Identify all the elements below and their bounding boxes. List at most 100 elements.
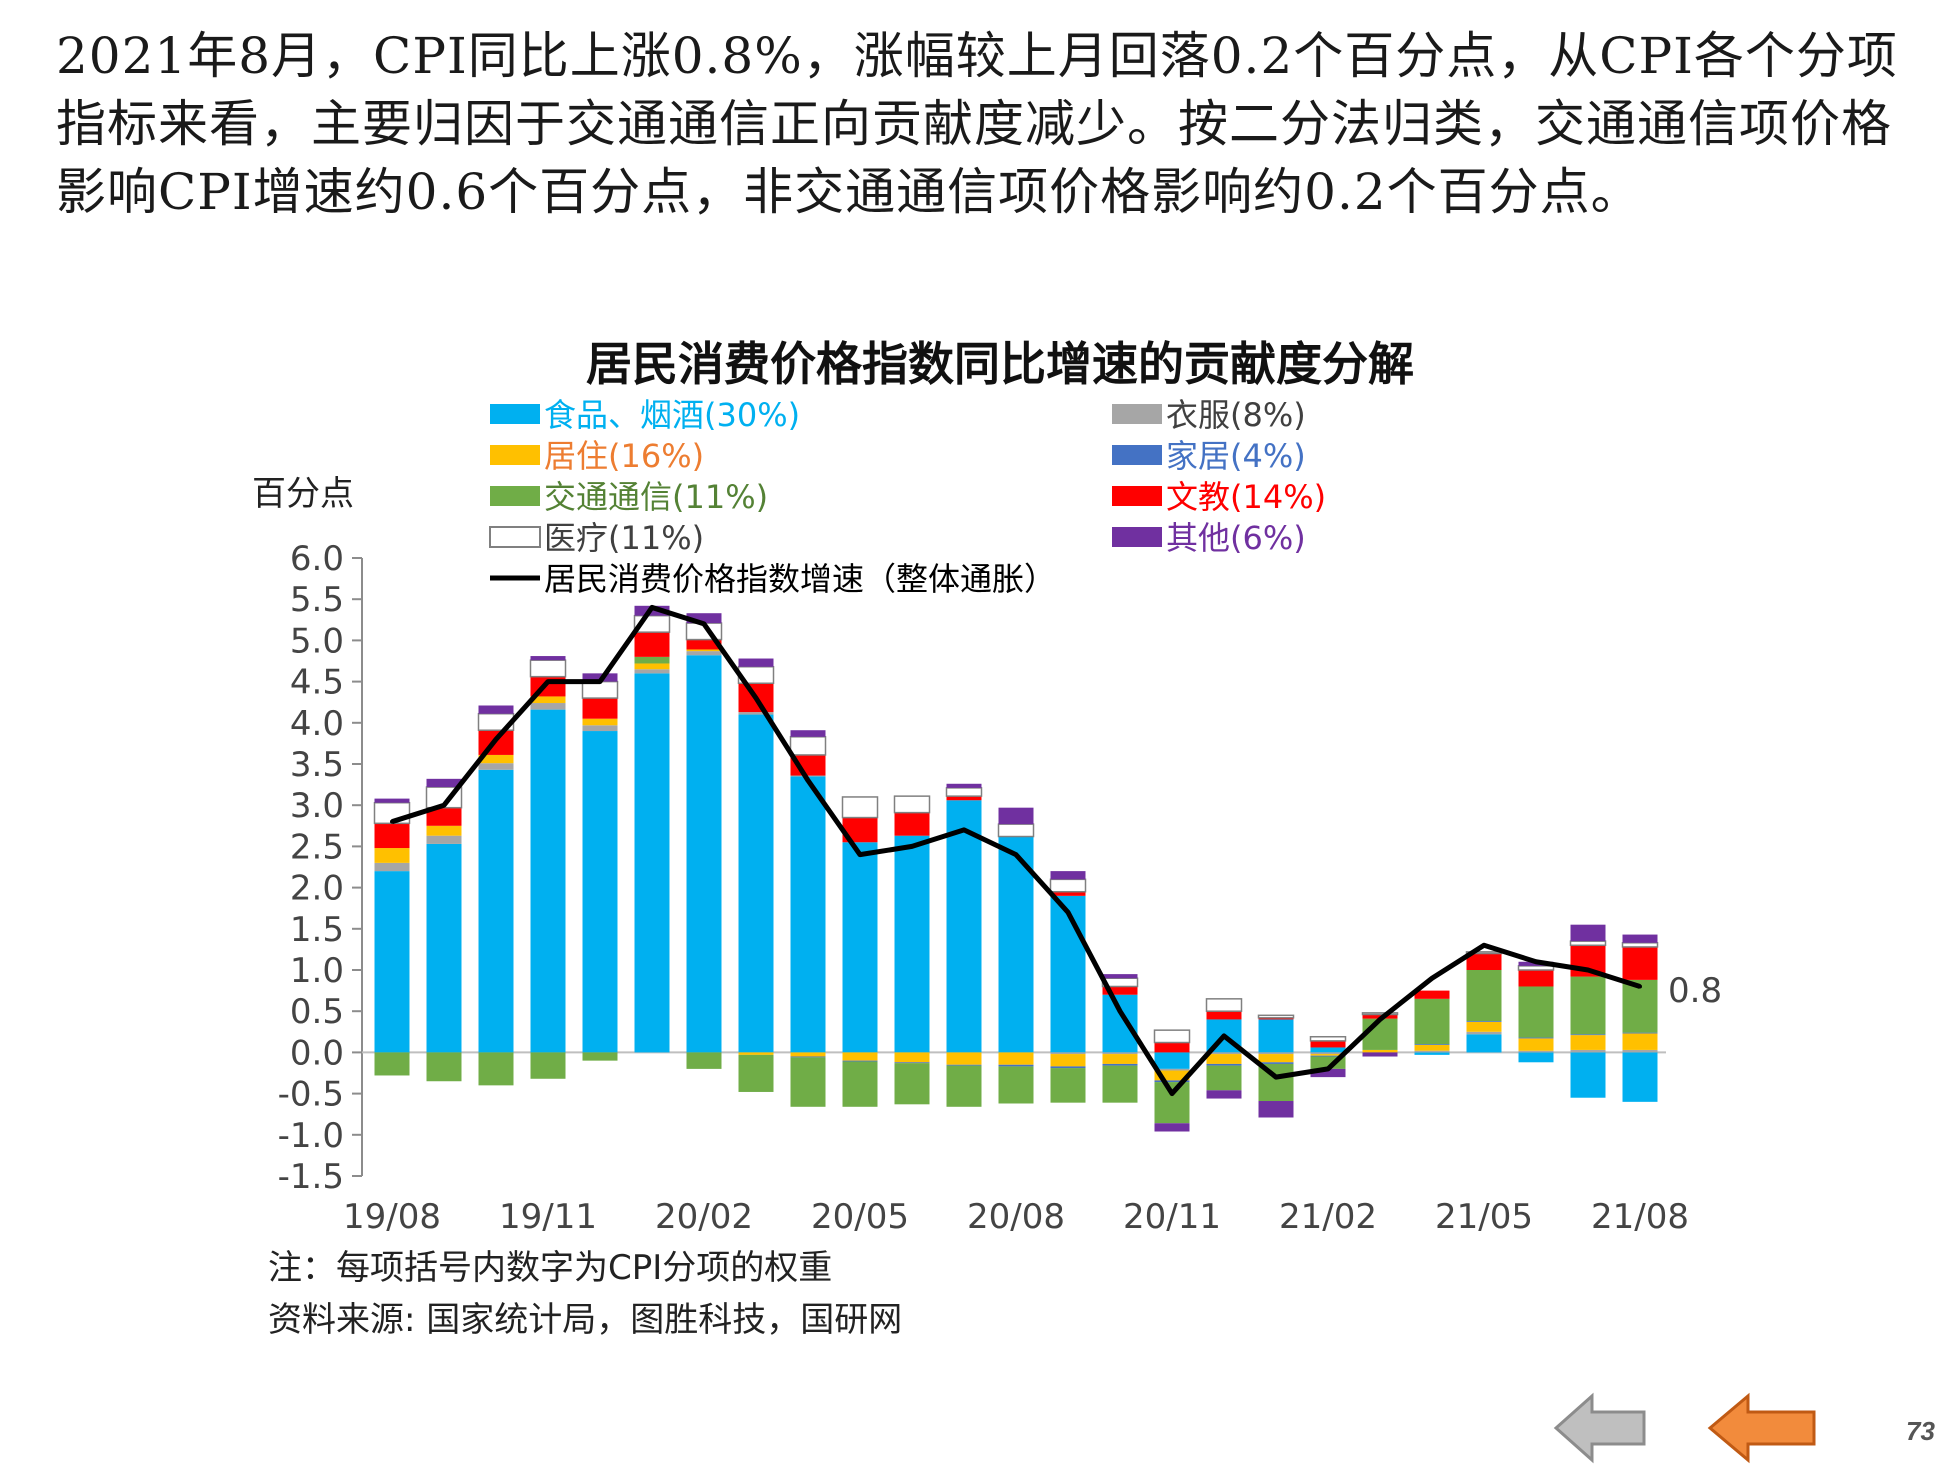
bar-segment: [1258, 1017, 1294, 1020]
bar-segment: [738, 712, 774, 715]
bar-segment: [374, 823, 410, 849]
previous-page-button[interactable]: [1552, 1392, 1648, 1468]
y-tick-label: 5.0: [290, 621, 344, 661]
bar-segment: [997, 823, 1035, 838]
bar-segment: [1050, 895, 1086, 1053]
x-tick-label: 19/08: [343, 1197, 441, 1237]
bar-segment: [894, 1062, 930, 1064]
bar-segment: [426, 778, 462, 788]
bar-segment: [998, 1066, 1034, 1104]
bar-segment: [582, 718, 618, 726]
bars: [373, 605, 1659, 1132]
cpi-line-point: [1014, 852, 1018, 857]
bar-segment: [1310, 1068, 1346, 1078]
chart-title: 居民消费价格指数同比增速的贡献度分解: [586, 337, 1414, 391]
bar-segment: [1206, 1063, 1242, 1066]
bar-segment: [1310, 1052, 1346, 1055]
bar-segment: [1258, 1019, 1294, 1053]
bar-segment: [1466, 953, 1502, 970]
legend-label: 医疗(11%): [544, 519, 704, 557]
y-tick-label: -1.5: [278, 1157, 344, 1197]
bar-segment: [1258, 1101, 1294, 1118]
bar-segment: [1205, 998, 1243, 1012]
bar-segment: [1570, 1049, 1606, 1053]
cpi-line-point: [1638, 984, 1642, 989]
bar-segment: [478, 769, 514, 1053]
bar-segment: [1466, 970, 1502, 1022]
y-tick-label: 1.0: [290, 951, 344, 991]
cpi-line-point: [494, 737, 498, 742]
gray-left-arrow-icon: [1553, 1392, 1646, 1464]
cpi-line-point: [1274, 1075, 1278, 1080]
bar-segment: [1622, 946, 1658, 980]
y-tick-label: 4.5: [290, 663, 344, 703]
bar-segment: [841, 796, 879, 819]
bar-segment: [1050, 891, 1086, 896]
y-tick-label: -1.0: [278, 1116, 344, 1156]
bar-segment: [1049, 878, 1087, 893]
bar-segment: [1102, 1063, 1138, 1066]
bar-segment: [894, 1052, 930, 1063]
x-tick-label: 19/11: [499, 1197, 597, 1237]
bar-segment: [1414, 1052, 1450, 1055]
cpi-line-point: [650, 605, 654, 610]
bar-segment: [1206, 1011, 1242, 1020]
bar-segment: [1050, 1052, 1086, 1055]
bar-segment: [530, 696, 566, 704]
next-page-button[interactable]: [1706, 1392, 1818, 1468]
bar-segment: [530, 656, 566, 661]
bar-segment: [1050, 1068, 1086, 1103]
bar-segment: [582, 725, 618, 732]
bar-segment: [946, 1052, 982, 1065]
y-unit-label: 百分点: [252, 474, 354, 514]
bar-segment: [634, 669, 670, 674]
axes: 6.05.55.04.54.03.53.02.52.01.51.00.50.0-…: [278, 539, 1689, 1237]
bar-segment: [1570, 1052, 1606, 1098]
y-tick-label: 5.5: [290, 580, 344, 620]
bar-segment: [1414, 990, 1450, 999]
y-tick-label: 0.5: [290, 992, 344, 1032]
bar-segment: [1569, 940, 1607, 947]
bar-segment: [738, 1052, 774, 1055]
page-number: 73: [1906, 1416, 1935, 1446]
bar-segment: [1570, 1035, 1606, 1050]
cpi-line-point: [754, 696, 758, 701]
bar-segment: [1518, 986, 1554, 1038]
cpi-line-point: [1170, 1091, 1174, 1096]
bar-segment: [1466, 1034, 1502, 1053]
bar-segment: [426, 843, 462, 1053]
bar-segment: [1518, 970, 1554, 987]
bar-segment: [790, 776, 826, 1053]
bar-segment: [1361, 1012, 1399, 1016]
bar-segment: [582, 698, 618, 719]
y-tick-label: 1.5: [290, 910, 344, 950]
bar-segment: [582, 1052, 618, 1061]
bar-segment: [842, 1052, 878, 1061]
legend-swatch: [489, 526, 541, 548]
x-tick-label: 20/02: [655, 1197, 753, 1237]
weight-note: 注：每项括号内数字为CPI分项的权重: [268, 1248, 833, 1288]
bar-segment: [1206, 1065, 1242, 1091]
bar-segment: [1154, 1042, 1190, 1053]
bar-segment: [1414, 998, 1450, 1045]
bar-segment: [1518, 1038, 1554, 1051]
bar-segment: [530, 703, 566, 710]
bar-segment: [1206, 1090, 1242, 1099]
bar-segment: [946, 800, 982, 1053]
bar-segment: [374, 848, 410, 863]
x-tick-label: 20/08: [967, 1197, 1065, 1237]
bar-segment: [1206, 1054, 1242, 1064]
bar-segment: [945, 787, 983, 797]
bar-segment: [738, 714, 774, 1053]
bar-segment: [529, 659, 567, 678]
cpi-line-point: [858, 852, 862, 857]
bar-segment: [998, 1064, 1034, 1067]
bar-segment: [1154, 1082, 1190, 1124]
bar-segment: [426, 835, 462, 844]
bar-segment: [1570, 1034, 1606, 1036]
bar-segment: [1622, 1052, 1658, 1102]
x-tick-label: 21/08: [1591, 1197, 1689, 1237]
bar-segment: [738, 1054, 774, 1092]
cpi-line-point: [1118, 1009, 1122, 1014]
